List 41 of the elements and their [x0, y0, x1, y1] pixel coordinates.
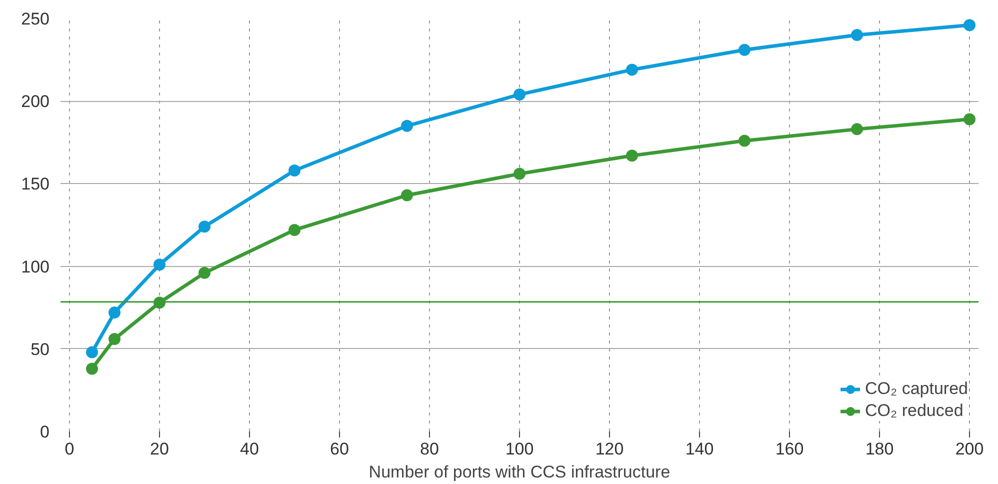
point — [108, 333, 120, 345]
x-tick-label: 20 — [150, 440, 169, 458]
point — [514, 168, 526, 180]
point — [964, 113, 976, 126]
x-tick-label: 0 — [64, 440, 74, 458]
point — [851, 29, 863, 42]
legend-label: CO₂ reduced — [865, 401, 964, 421]
point — [401, 120, 413, 132]
x-tick-label: 80 — [420, 440, 439, 458]
x-tick-label: 200 — [955, 440, 984, 458]
point — [86, 346, 98, 358]
x-tick-label: 60 — [330, 440, 349, 458]
point — [964, 19, 976, 32]
legend-label: CO₂ captured — [865, 379, 968, 399]
point — [626, 64, 638, 76]
point — [738, 134, 750, 147]
x-tick-label: 120 — [595, 440, 624, 458]
y-tick-label: 150 — [21, 174, 50, 194]
point — [288, 224, 300, 236]
point — [851, 123, 863, 136]
x-axis-title: Number of ports with CCS infrastructure — [368, 462, 670, 482]
y-tick-label: 200 — [21, 92, 50, 112]
y-tick-label: 100 — [21, 257, 50, 276]
x-tick-label: 140 — [685, 440, 714, 458]
point — [198, 266, 210, 279]
point — [86, 362, 98, 375]
x-tick-label: 160 — [775, 440, 804, 458]
point — [514, 88, 526, 100]
point — [154, 258, 166, 271]
y-tick-label: 0 — [40, 422, 50, 442]
point — [288, 164, 300, 176]
y-tick-label: 250 — [21, 10, 50, 28]
x-tick-label: 40 — [240, 440, 259, 458]
y-tick-label: 50 — [30, 340, 50, 359]
point — [401, 189, 413, 202]
point — [198, 220, 210, 233]
x-tick-label: 180 — [865, 440, 894, 458]
point — [626, 150, 638, 162]
x-tick-label: 100 — [505, 440, 534, 458]
point — [108, 306, 120, 319]
point — [738, 44, 750, 56]
